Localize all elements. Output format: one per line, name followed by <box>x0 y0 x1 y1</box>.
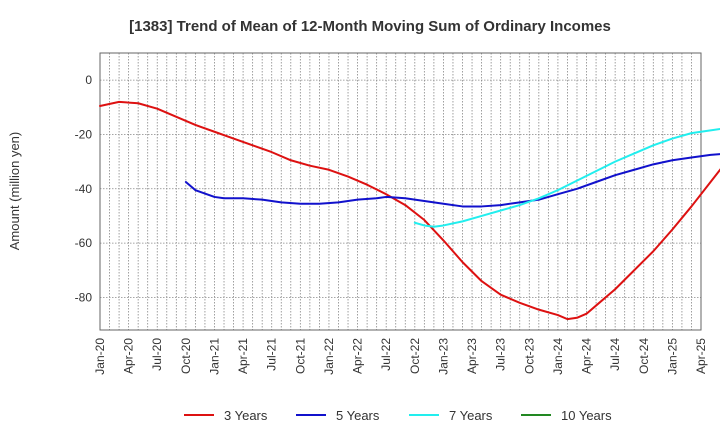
x-tick-label: Apr-22 <box>351 338 365 374</box>
x-tick-label: Jul-23 <box>494 338 508 371</box>
legend-label: 5 Years <box>336 408 380 423</box>
x-tick-label: Jan-23 <box>436 338 450 375</box>
y-axis-ticks: 0 -20 -40 -60 -80 <box>75 73 93 304</box>
y-axis-label: Amount (million yen) <box>7 132 22 251</box>
series-line-7-years <box>413 128 720 228</box>
chart-title: [1383] Trend of Mean of 12-Month Moving … <box>129 18 611 35</box>
x-tick-label: Apr-23 <box>465 338 479 374</box>
x-tick-label: Oct-22 <box>408 338 422 374</box>
x-tick-label: Apr-24 <box>580 338 594 374</box>
x-tick-label: Jul-24 <box>608 338 622 371</box>
x-tick-label: Jan-24 <box>551 338 565 375</box>
x-tick-label: Jul-22 <box>379 338 393 371</box>
x-tick-label: Apr-20 <box>122 338 136 374</box>
y-tick-label: -60 <box>75 236 93 250</box>
x-tick-label: Jan-22 <box>322 338 336 375</box>
plot-area-frame <box>99 52 702 331</box>
y-tick-label: -20 <box>75 127 93 141</box>
series-line-3-years <box>99 100 720 321</box>
x-tick-label: Oct-23 <box>522 338 536 374</box>
x-tick-label: Jan-25 <box>665 338 679 375</box>
x-tick-label: Apr-21 <box>236 338 250 374</box>
series-lines <box>99 100 720 321</box>
legend-label: 3 Years <box>224 408 268 423</box>
legend-label: 7 Years <box>449 408 493 423</box>
x-axis-ticks: Jan-20 Apr-20 Jul-20 Oct-20 Jan-21 Apr-21 Jul-… <box>93 338 708 375</box>
x-tick-label: Jul-21 <box>265 338 279 371</box>
y-tick-label: 0 <box>85 73 92 87</box>
y-tick-label: -80 <box>75 290 93 304</box>
x-tick-label: Oct-24 <box>637 338 651 374</box>
legend: 3 Years 5 Years 7 Years 10 Years <box>184 408 612 423</box>
y-tick-label: -40 <box>75 182 93 196</box>
x-tick-label: Jan-20 <box>93 338 107 375</box>
series-line-5-years <box>184 153 720 208</box>
x-tick-label: Apr-25 <box>694 338 708 374</box>
x-tick-label: Jan-21 <box>207 338 221 375</box>
grid-lines <box>99 53 702 330</box>
legend-label: 10 Years <box>561 408 612 423</box>
x-tick-label: Jul-20 <box>150 338 164 371</box>
x-tick-label: Oct-20 <box>179 338 193 374</box>
x-tick-label: Oct-21 <box>293 338 307 374</box>
